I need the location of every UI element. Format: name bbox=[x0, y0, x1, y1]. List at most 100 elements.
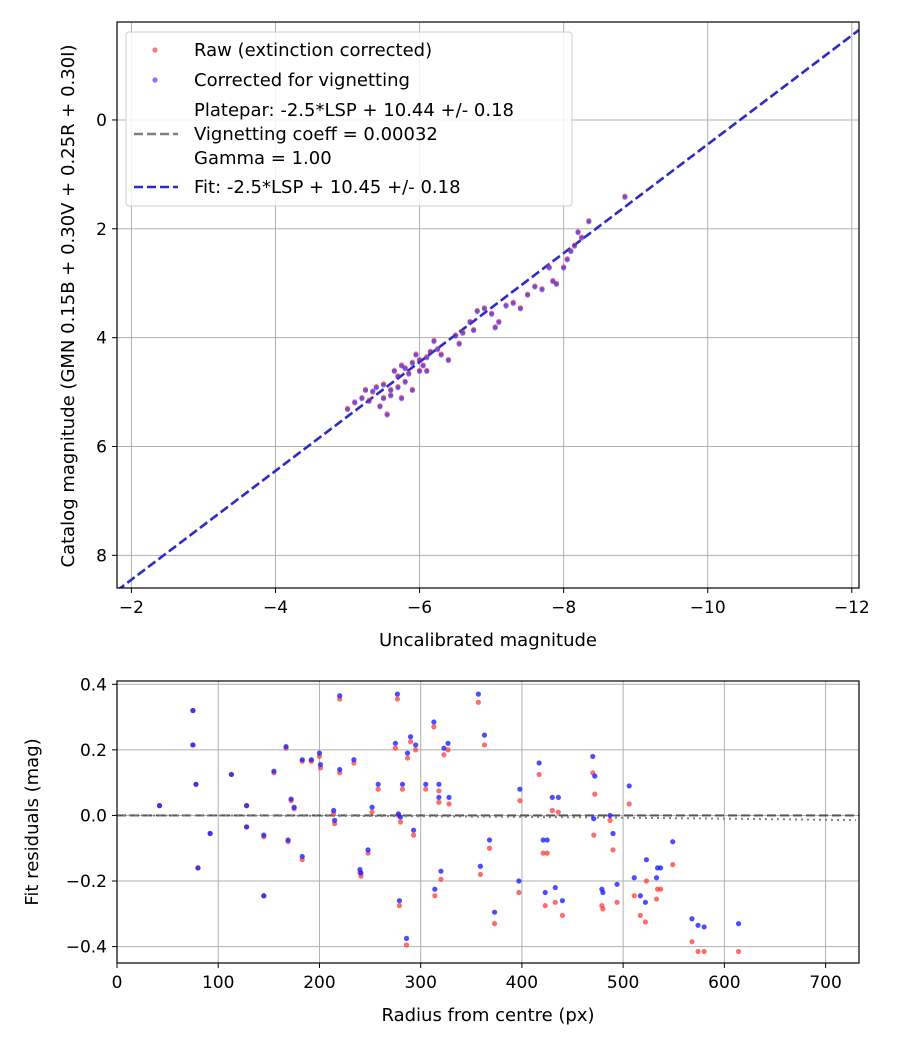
corrected-residual-point bbox=[413, 742, 419, 748]
corrected-residual-point bbox=[337, 766, 343, 773]
corrected-point bbox=[517, 306, 524, 312]
corrected-point bbox=[575, 230, 581, 236]
corrected-point bbox=[564, 257, 570, 263]
corrected-residual-point bbox=[481, 732, 488, 738]
corrected-point bbox=[362, 387, 369, 394]
raw-residual-point bbox=[441, 752, 447, 758]
top-x-tick-label: −6 bbox=[407, 598, 432, 618]
raw-residual-point bbox=[549, 807, 555, 814]
top-x-tick-label: −2 bbox=[119, 598, 144, 618]
corrected-residual-point bbox=[441, 745, 447, 751]
raw-residual-point bbox=[670, 862, 676, 868]
raw-residual-point bbox=[486, 845, 493, 851]
bottom-y-tick-label: 0.4 bbox=[80, 675, 107, 695]
raw-residual-point bbox=[695, 948, 701, 955]
bottom-ticks: 0 100 200 300 400 500 600 700 −0.4 −0.2 0.0 0.2 0.4 bbox=[66, 675, 842, 993]
corrected-residual-point bbox=[193, 781, 199, 787]
corrected-point bbox=[481, 306, 487, 312]
corrected-residual-point bbox=[291, 804, 297, 810]
raw-residual-point bbox=[394, 696, 401, 702]
corrected-residual-point bbox=[358, 870, 364, 876]
corrected-point bbox=[388, 387, 394, 394]
raw-residual-point bbox=[614, 899, 620, 905]
raw-residual-point bbox=[438, 876, 444, 882]
corrected-point bbox=[384, 412, 390, 418]
corrected-point bbox=[550, 278, 556, 285]
raw-residual-point bbox=[517, 798, 523, 804]
corrected-residual-point bbox=[351, 757, 357, 763]
corrected-point bbox=[460, 330, 466, 336]
raw-residual-point bbox=[436, 788, 442, 794]
legend-raw-label: Raw (extinction corrected) bbox=[194, 40, 432, 61]
raw-residual-point bbox=[404, 755, 411, 761]
corrected-point bbox=[409, 387, 415, 394]
corrected-point bbox=[525, 292, 531, 298]
corrected-residual-point bbox=[631, 875, 637, 881]
corrected-residual-point bbox=[316, 750, 323, 756]
raw-residual-point bbox=[542, 903, 548, 909]
corrected-residual-point bbox=[261, 832, 267, 838]
raw-residual-point bbox=[631, 893, 637, 899]
raw-residual-point bbox=[591, 832, 597, 838]
corrected-residual-point bbox=[243, 803, 250, 809]
raw-residual-point bbox=[689, 939, 695, 945]
corrected-point bbox=[445, 357, 451, 364]
corrected-residual-point bbox=[735, 921, 742, 927]
raw-residual-point bbox=[369, 809, 375, 815]
corrected-residual-point bbox=[285, 837, 291, 843]
legend-raw-marker bbox=[152, 47, 158, 53]
bottom-grid bbox=[116, 681, 859, 963]
corrected-residual-point bbox=[445, 740, 451, 746]
corrected-point bbox=[413, 352, 419, 358]
corrected-point bbox=[398, 363, 405, 369]
bottom-x-tick-label: 0 bbox=[112, 973, 123, 993]
corrected-residual-point bbox=[190, 742, 196, 748]
corrected-point bbox=[395, 374, 401, 380]
corrected-residual-point bbox=[559, 898, 566, 904]
corrected-residual-point bbox=[156, 803, 163, 809]
bottom-plot-frame bbox=[116, 680, 860, 964]
corrected-point bbox=[344, 406, 351, 413]
corrected-residual-point bbox=[555, 794, 561, 801]
bottom-x-axis-label: Radius from centre (px) bbox=[381, 1005, 594, 1026]
raw-residual-point bbox=[552, 899, 558, 905]
corrected-point bbox=[553, 281, 560, 287]
corrected-residual-point bbox=[643, 857, 650, 863]
raw-residual-point bbox=[610, 847, 616, 853]
raw-residual-point bbox=[701, 948, 707, 955]
top-x-tick-label: −12 bbox=[834, 598, 870, 618]
corrected-residual-point bbox=[369, 804, 375, 810]
corrected-point bbox=[579, 235, 585, 241]
corrected-point bbox=[438, 352, 444, 358]
corrected-residual-point bbox=[590, 753, 596, 760]
corrected-point bbox=[427, 349, 433, 355]
raw-residual-point bbox=[446, 801, 452, 807]
bottom-y-tick-label: −0.2 bbox=[66, 872, 107, 892]
corrected-point bbox=[586, 219, 592, 225]
corrected-residual-point bbox=[195, 865, 201, 871]
raw-residual-point bbox=[445, 747, 451, 753]
corrected-residual-point bbox=[436, 781, 442, 787]
corrected-point bbox=[352, 399, 358, 405]
corrected-residual-point bbox=[477, 863, 484, 869]
corrected-residual-point bbox=[392, 740, 398, 746]
corrected-residual-point bbox=[423, 781, 429, 787]
corrected-point bbox=[489, 311, 495, 317]
raw-residual-point bbox=[481, 742, 488, 748]
raw-residual-point bbox=[642, 919, 649, 925]
raw-residual-point bbox=[559, 912, 566, 919]
corrected-residual-point bbox=[403, 935, 410, 942]
corrected-point bbox=[359, 396, 365, 402]
corrected-point bbox=[380, 382, 387, 388]
raw-residual-point bbox=[555, 809, 561, 815]
bottom-y-tick-label: −0.4 bbox=[66, 938, 107, 958]
corrected-point bbox=[474, 308, 480, 315]
bottom-points bbox=[156, 691, 742, 955]
corrected-residual-point bbox=[540, 837, 546, 843]
corrected-residual-point bbox=[552, 884, 558, 891]
top-y-axis-label: Catalog magnitude (GMN 0.15B + 0.30V + 0… bbox=[58, 44, 79, 567]
corrected-residual-point bbox=[670, 839, 676, 845]
corrected-residual-point bbox=[653, 875, 660, 881]
corrected-point bbox=[391, 368, 397, 374]
corrected-point bbox=[395, 385, 401, 391]
